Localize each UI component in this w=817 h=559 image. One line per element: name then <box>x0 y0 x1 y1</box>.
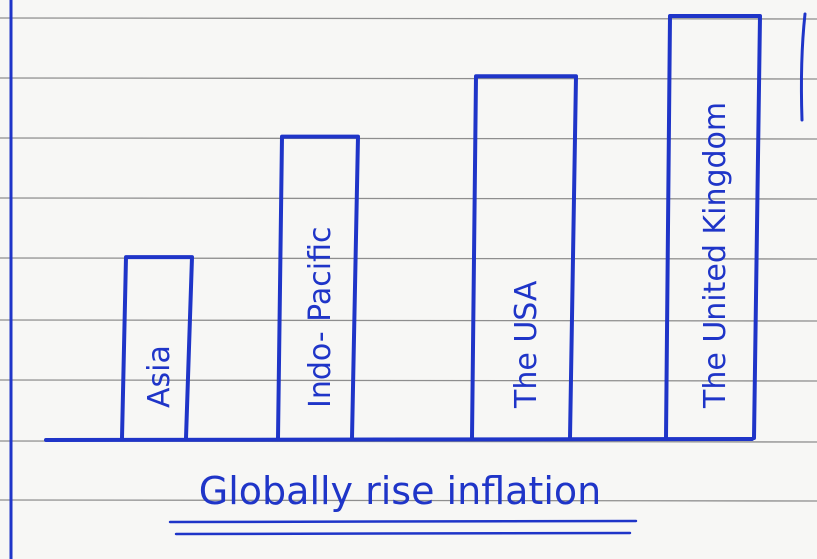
bar-outline <box>664 14 762 440</box>
x-axis <box>44 437 754 442</box>
ruled-line <box>0 17 817 20</box>
bar: Asia <box>120 255 194 440</box>
bar: The USA <box>470 74 578 440</box>
title-underline-1 <box>168 519 638 524</box>
bar-label: The United Kingdom <box>698 102 733 409</box>
ruled-line <box>0 137 817 140</box>
ruled-line <box>0 197 817 200</box>
bars: Asia Indo- Pacific The USA The United Kingd… <box>120 14 762 440</box>
ruled-line <box>0 319 817 322</box>
bar-label: The USA <box>509 280 544 409</box>
bar: Indo- Pacific <box>276 134 360 440</box>
bar-label: Asia <box>142 345 177 408</box>
bar-label: Indo- Pacific <box>303 226 338 408</box>
bar: The United Kingdom <box>664 14 762 440</box>
bar-outline <box>470 74 578 440</box>
bar-outline <box>276 134 360 440</box>
chart-title: Globally rise inflation <box>199 469 601 513</box>
title-underline-2 <box>174 531 632 536</box>
ruled-line <box>0 379 817 382</box>
ruled-line <box>0 499 817 502</box>
bar-outline <box>120 255 194 440</box>
right-page-edge <box>799 12 807 122</box>
ruled-line <box>0 77 817 80</box>
